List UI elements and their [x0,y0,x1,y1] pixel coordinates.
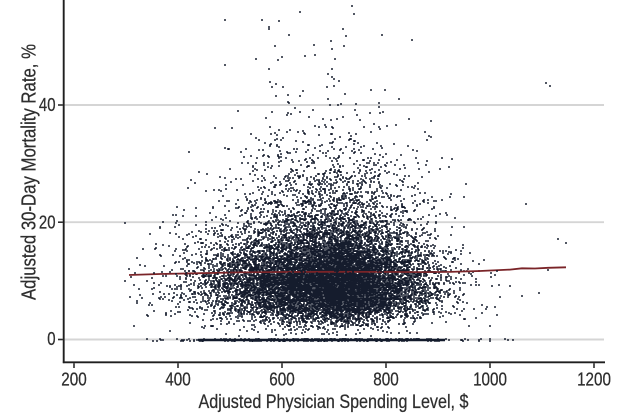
svg-text:600: 600 [269,370,294,390]
svg-text:200: 200 [61,370,86,390]
svg-text:800: 800 [373,370,398,390]
svg-text:Adjusted 30-Day Mortality Rate: Adjusted 30-Day Mortality Rate, % [19,44,41,300]
svg-text:Adjusted Physician Spending Le: Adjusted Physician Spending Level, $ [199,392,469,413]
svg-text:1000: 1000 [473,370,507,390]
svg-text:400: 400 [165,370,190,390]
svg-text:1200: 1200 [577,370,611,390]
svg-text:20: 20 [39,212,56,232]
svg-text:40: 40 [39,95,56,115]
svg-text:0: 0 [47,329,55,349]
